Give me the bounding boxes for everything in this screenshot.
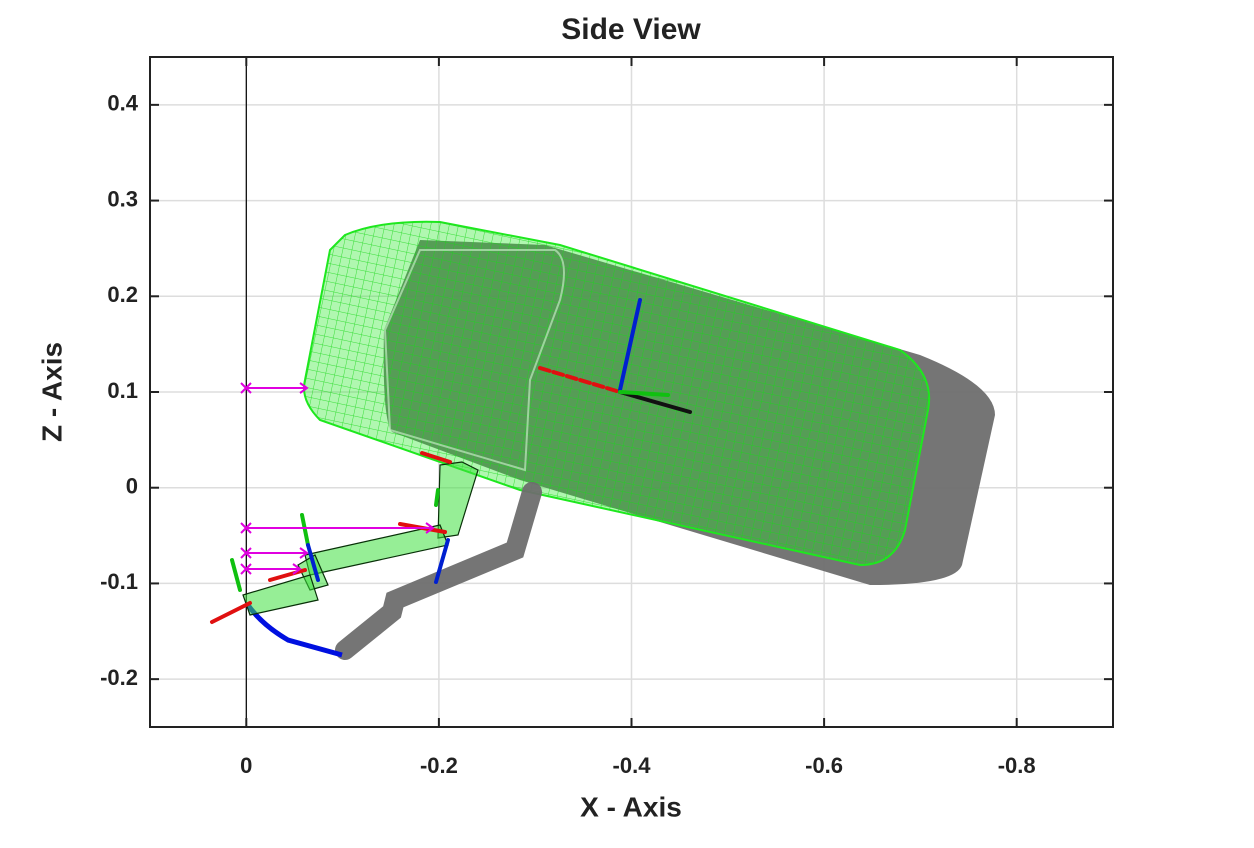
x-tick-label: -0.8 xyxy=(998,753,1036,778)
chart-title: Side View xyxy=(561,13,701,46)
legs xyxy=(335,482,542,660)
y-tick-label: 0.2 xyxy=(107,282,138,307)
seat-outline xyxy=(383,249,565,472)
body-mesh xyxy=(304,221,930,565)
y-axis-label: Z - Axis xyxy=(36,342,67,442)
y-tick-label: 0.4 xyxy=(107,91,138,116)
x-tick-label: 0 xyxy=(240,753,252,778)
force-arrows xyxy=(240,382,435,575)
x-tick-label: -0.6 xyxy=(805,753,843,778)
x-tick-label: -0.2 xyxy=(420,753,458,778)
y-tick-label: 0 xyxy=(126,474,138,499)
y-tick-label: 0.1 xyxy=(107,378,138,403)
y-tick-label: 0.3 xyxy=(107,186,138,211)
x-tick-label: -0.4 xyxy=(613,753,652,778)
x-axis-label: X - Axis xyxy=(580,791,682,822)
segments xyxy=(242,461,479,616)
model xyxy=(210,220,996,660)
y-tick-label: -0.1 xyxy=(100,569,138,594)
y-tick-label: -0.2 xyxy=(100,665,138,690)
